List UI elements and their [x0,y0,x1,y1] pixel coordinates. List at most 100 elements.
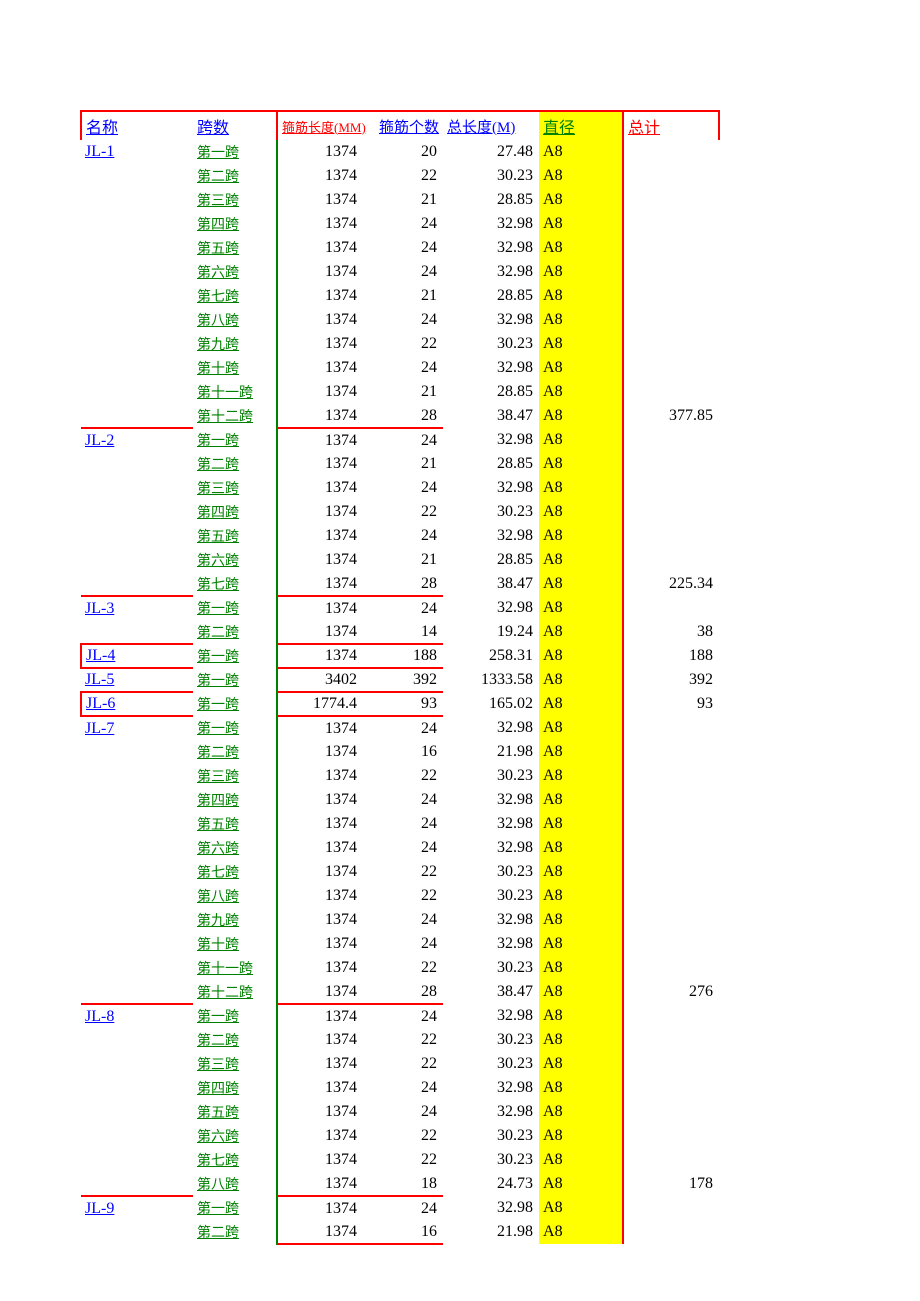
span-cell: 第一跨 [193,428,277,452]
diameter-cell: A8 [539,476,623,500]
span-cell: 第一跨 [193,1196,277,1220]
group-total [623,380,719,404]
stirrup-count: 22 [375,1124,443,1148]
group-total [623,308,719,332]
span-cell: 第三跨 [193,1052,277,1076]
table-row: 第九跨13742432.98A8 [81,908,719,932]
group-total [623,212,719,236]
group-total: 392 [623,668,719,692]
name-cell [81,740,193,764]
diameter-cell: A8 [539,524,623,548]
name-cell: JL-9 [81,1196,193,1220]
stirrup-length: 1374 [277,572,375,596]
diameter-cell: A8 [539,284,623,308]
table-row: JL-9第一跨13742432.98A8 [81,1196,719,1220]
group-total: 178 [623,1172,719,1196]
diameter-cell: A8 [539,788,623,812]
name-cell: JL-1 [81,140,193,164]
diameter-cell: A8 [539,620,623,644]
span-cell: 第二跨 [193,1220,277,1244]
group-total [623,740,719,764]
stirrup-length: 1374 [277,548,375,572]
table-row: 第二跨13741621.98A8 [81,1220,719,1244]
diameter-cell: A8 [539,140,623,164]
diameter-cell: A8 [539,1076,623,1100]
table-row: 第五跨13742432.98A8 [81,812,719,836]
total-length: 32.98 [443,812,539,836]
stirrup-length: 1374 [277,1028,375,1052]
stirrup-length: 1374 [277,1100,375,1124]
group-total [623,1004,719,1028]
group-total [623,476,719,500]
group-total [623,908,719,932]
span-cell: 第三跨 [193,188,277,212]
name-cell: JL-3 [81,596,193,620]
stirrup-count: 22 [375,1052,443,1076]
group-total [623,548,719,572]
total-length: 32.98 [443,1004,539,1028]
name-cell [81,1100,193,1124]
span-cell: 第十一跨 [193,380,277,404]
diameter-cell: A8 [539,596,623,620]
stirrup-count: 22 [375,500,443,524]
stirrup-length: 1374 [277,308,375,332]
stirrup-count: 28 [375,572,443,596]
name-cell [81,572,193,596]
name-cell [81,380,193,404]
total-length: 19.24 [443,620,539,644]
diameter-cell: A8 [539,884,623,908]
stirrup-count: 16 [375,1220,443,1244]
total-length: 32.98 [443,428,539,452]
name-cell [81,284,193,308]
stirrup-length: 1374 [277,284,375,308]
group-total [623,1028,719,1052]
group-total [623,524,719,548]
table-row: JL-5第一跨34023921333.58A8392 [81,668,719,692]
total-length: 258.31 [443,644,539,668]
stirrup-count: 22 [375,332,443,356]
stirrup-count: 24 [375,476,443,500]
name-cell [81,764,193,788]
span-cell: 第四跨 [193,1076,277,1100]
total-length: 30.23 [443,1124,539,1148]
name-cell: JL-5 [81,668,193,692]
table-row: 第八跨13742432.98A8 [81,308,719,332]
stirrup-length: 1374 [277,356,375,380]
group-total [623,716,719,740]
stirrup-count: 22 [375,860,443,884]
table-row: 第五跨13742432.98A8 [81,1100,719,1124]
span-cell: 第七跨 [193,572,277,596]
span-cell: 第二跨 [193,1028,277,1052]
header-stirrup-len: 箍筋长度(MM) [277,111,375,140]
diameter-cell: A8 [539,932,623,956]
span-cell: 第四跨 [193,212,277,236]
table-row: 第七跨13742128.85A8 [81,284,719,308]
span-cell: 第二跨 [193,452,277,476]
diameter-cell: A8 [539,236,623,260]
span-cell: 第八跨 [193,1172,277,1196]
group-total [623,236,719,260]
stirrup-length: 1374 [277,380,375,404]
group-total: 38 [623,620,719,644]
stirrup-count: 28 [375,980,443,1004]
stirrup-count: 22 [375,164,443,188]
stirrup-length: 1374 [277,1220,375,1244]
stirrup-count: 22 [375,1148,443,1172]
stirrup-length: 1374 [277,404,375,428]
table-row: 第十二跨13742838.47A8377.85 [81,404,719,428]
diameter-cell: A8 [539,716,623,740]
stirrup-length: 1374 [277,332,375,356]
diameter-cell: A8 [539,860,623,884]
stirrup-count: 14 [375,620,443,644]
total-length: 30.23 [443,500,539,524]
stirrup-count: 24 [375,428,443,452]
stirrup-count: 188 [375,644,443,668]
total-length: 30.23 [443,1028,539,1052]
stirrup-length: 1374 [277,812,375,836]
name-cell [81,1124,193,1148]
total-length: 32.98 [443,212,539,236]
stirrup-count: 24 [375,236,443,260]
diameter-cell: A8 [539,1148,623,1172]
table-row: 第三跨13742432.98A8 [81,476,719,500]
table-row: 第六跨13742432.98A8 [81,260,719,284]
